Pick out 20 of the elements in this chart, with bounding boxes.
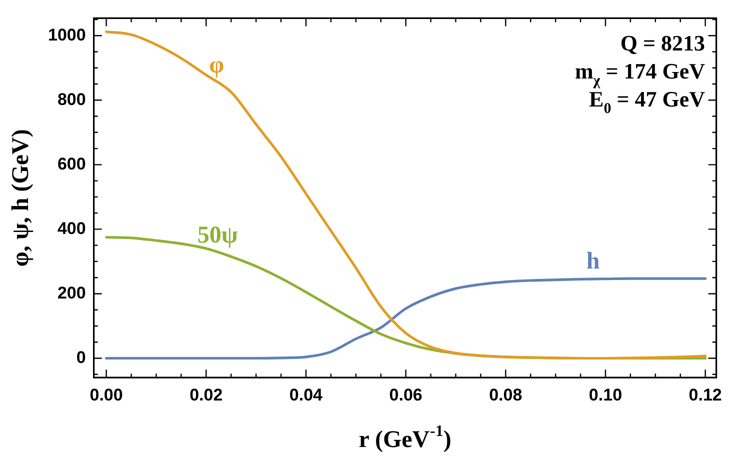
x-tick-label: 0.02 (190, 385, 223, 404)
y-tick-label: 800 (57, 90, 86, 109)
series-label: φ (209, 52, 224, 78)
x-tick-label: 0.06 (389, 385, 422, 404)
x-tick-label: 0.04 (289, 385, 324, 404)
annotation: Q = 8213 (620, 30, 706, 56)
y-tick-label: 200 (57, 283, 86, 302)
y-tick-label: 0 (76, 348, 86, 367)
y-tick-label: 400 (57, 218, 86, 238)
line-series (105, 277, 707, 360)
y-axis-title: φ, ψ, h (GeV) (8, 129, 34, 267)
line-series (105, 30, 707, 360)
series-label: h (586, 248, 600, 274)
series-label: 50ψ (197, 222, 238, 248)
y-tick-label: 1000 (48, 25, 86, 44)
x-tick-label: 0.00 (90, 385, 123, 404)
x-tick-label: 0.10 (588, 385, 622, 404)
x-tick-label: 0.08 (489, 385, 522, 404)
x-tick-label: 0.12 (688, 385, 722, 404)
y-tick-label: 600 (57, 154, 86, 174)
